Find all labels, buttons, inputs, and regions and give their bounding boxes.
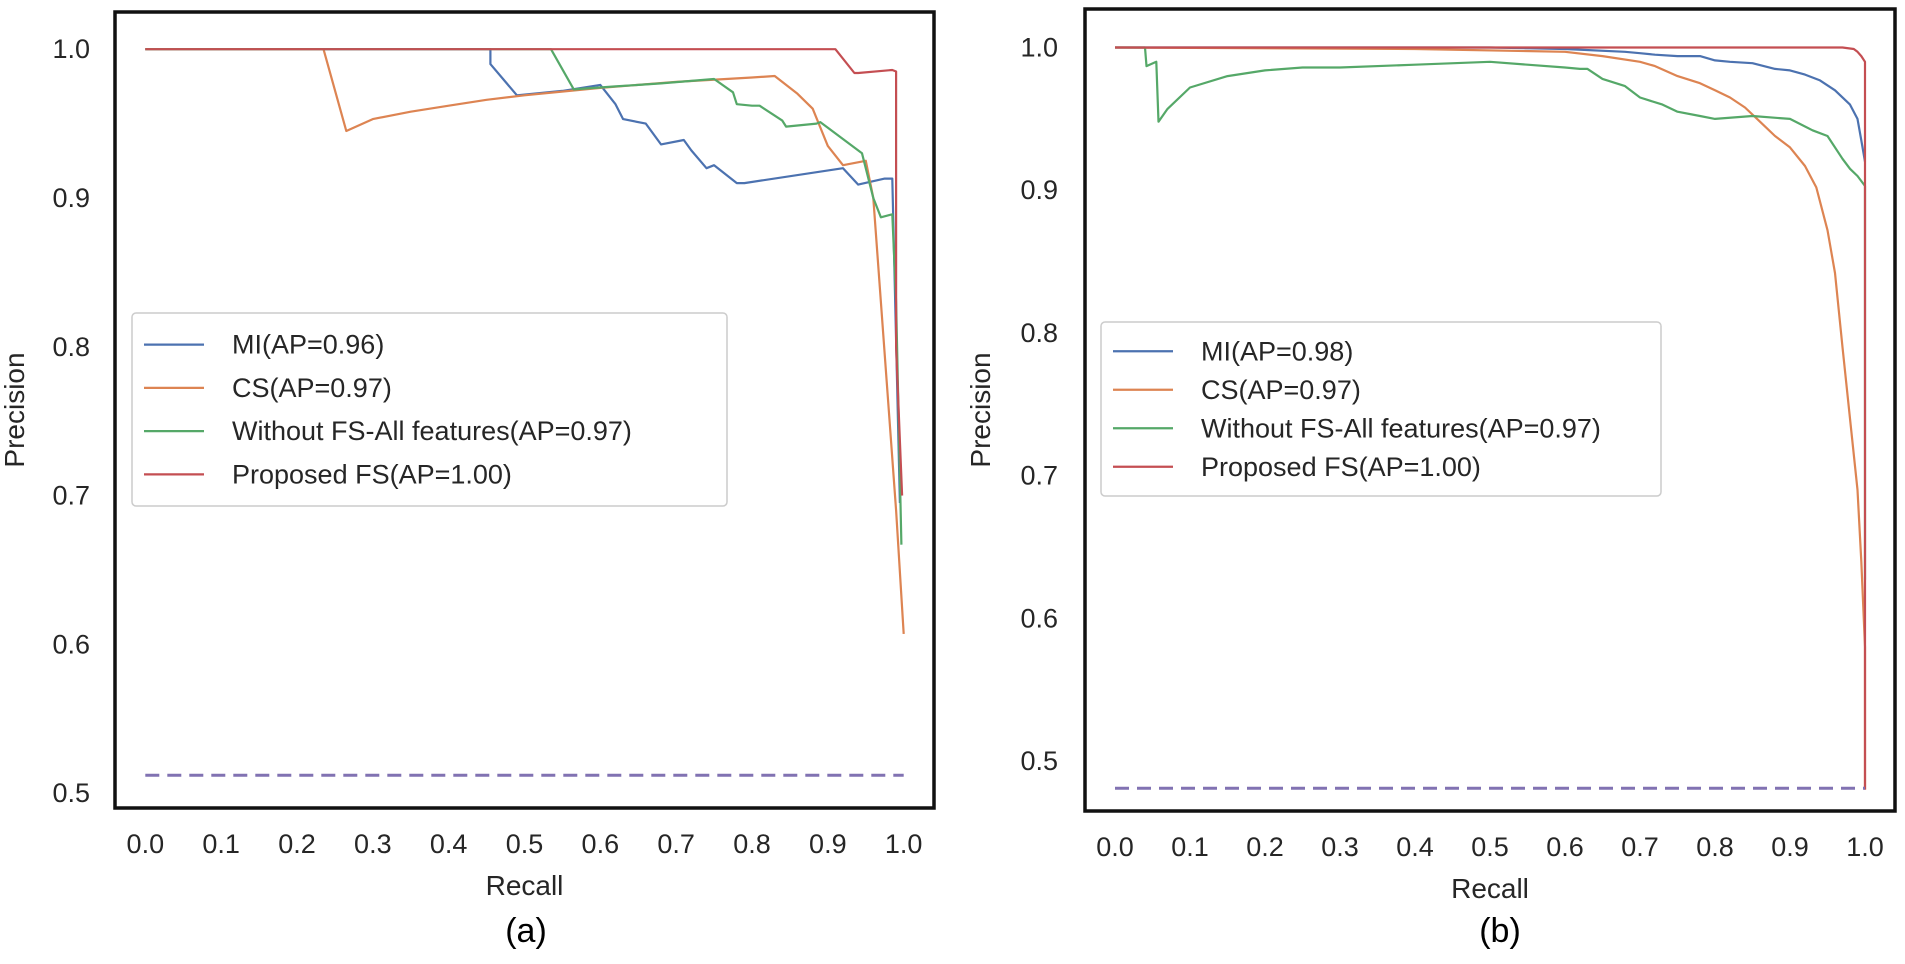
series-line-proposed-fs-ap-1-00 [1115,46,1867,790]
x-tick-label: 1.0 [1846,832,1884,862]
y-tick-label: 0.8 [1020,318,1058,348]
x-axis-label: Recall [486,870,564,901]
x-tick-label: 0.9 [1771,832,1809,862]
legend-label-without-fs-all-features-ap-0-97: Without FS-All features(AP=0.97) [232,416,632,446]
y-tick-label: 1.0 [1020,33,1058,63]
legend-label-proposed-fs-ap-1-00: Proposed FS(AP=1.00) [232,459,512,489]
x-tick-label: 0.5 [506,829,544,859]
series-line-without-fs-all-features-ap-0-97 [1115,46,1867,580]
y-tick-label: 0.5 [1020,746,1058,776]
legend-box [131,312,728,507]
y-tick-label: 0.9 [52,183,90,213]
x-tick-label: 0.0 [127,829,165,859]
y-tick-label: 0.9 [1020,175,1058,205]
x-tick-label: 0.9 [809,829,847,859]
x-tick-label: 0.0 [1096,832,1134,862]
x-tick-label: 0.1 [202,829,240,859]
x-tick-label: 0.7 [657,829,695,859]
x-tick-label: 0.7 [1621,832,1659,862]
y-tick-label: 0.7 [52,481,90,511]
x-tick-label: 0.8 [1696,832,1734,862]
legend-label-without-fs-all-features-ap-0-97: Without FS-All features(AP=0.97) [1201,413,1601,443]
panel-b: 0.0 0.1 0.2 0.3 0.4 0.5 0.6 0.7 0.8 0.9 1.0 0.5 0.6 0… [965,7,1897,950]
y-tick-label: 0.5 [52,778,90,808]
series-line-cs-ap-0-97 [1114,46,1867,790]
x-tick-label: 0.1 [1171,832,1209,862]
x-tick-label: 0.2 [278,829,316,859]
x-tick-label: 0.3 [1321,832,1359,862]
plot-frame [113,10,936,810]
legend-box [1100,321,1662,497]
x-tick-label: 0.6 [1546,832,1584,862]
y-axis-label: Precision [965,352,996,467]
y-tick-label: 0.8 [52,332,90,362]
x-tick-label: 0.3 [354,829,392,859]
legend-label-mi-ap-0-96: MI(AP=0.96) [232,330,384,360]
x-tick-label: 1.0 [885,829,923,859]
panel-label: (a) [505,912,547,950]
legend-label-cs-ap-0-97: CS(AP=0.97) [1201,375,1361,405]
x-tick-label: 0.8 [733,829,771,859]
series-line-proposed-fs-ap-1-00 [145,48,904,496]
legend: MI(AP=0.98) CS(AP=0.97) Without FS-All fea… [1100,321,1662,497]
y-tick-label: 0.6 [1020,603,1058,633]
x-tick-label: 0.6 [582,829,620,859]
panel-label: (b) [1479,912,1521,950]
x-tick-label: 0.2 [1246,832,1284,862]
y-axis-label: Precision [0,352,30,467]
legend-label-cs-ap-0-97: CS(AP=0.97) [232,373,392,403]
legend-label-mi-ap-0-98: MI(AP=0.98) [1201,336,1353,366]
x-tick-label: 0.4 [430,829,468,859]
legend-label-proposed-fs-ap-1-00: Proposed FS(AP=1.00) [1201,452,1481,482]
series-line-mi-ap-0-98 [1115,46,1867,162]
x-tick-label: 0.4 [1396,832,1434,862]
x-axis-label: Recall [1451,873,1529,904]
y-tick-label: 1.0 [52,34,90,64]
legend: MI(AP=0.96) CS(AP=0.97) Without FS-All fea… [131,312,728,507]
y-tick-label: 0.7 [1020,461,1058,491]
plot-frame [1083,7,1897,813]
panel-a: 0.0 0.1 0.2 0.3 0.4 0.5 0.6 0.7 0.8 0.9 1.0 0.5 0.6 0… [0,10,936,950]
series-line-without-fs-all-features-ap-0-97 [145,48,903,545]
x-tick-label: 0.5 [1471,832,1509,862]
y-tick-label: 0.6 [52,629,90,659]
